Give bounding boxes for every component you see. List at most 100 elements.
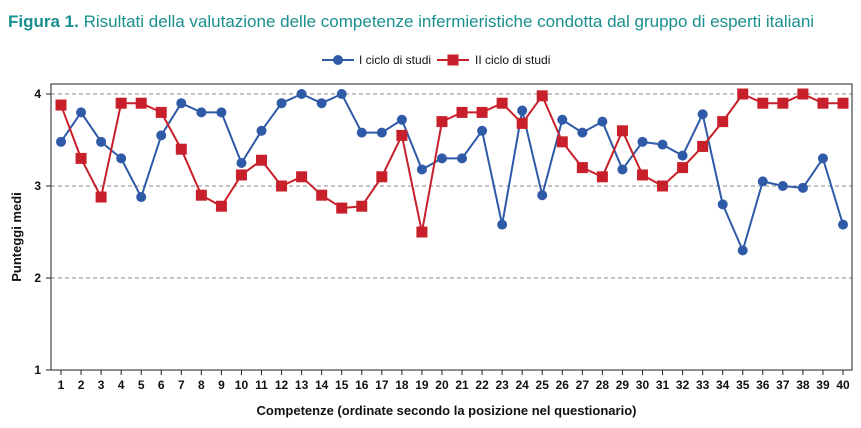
- x-axis-title: Competenze (ordinate secondo la posizion…: [257, 403, 637, 418]
- data-point: [236, 158, 247, 168]
- x-tick-label: 34: [716, 378, 730, 392]
- data-point: [557, 114, 568, 125]
- x-tick-label: 13: [295, 378, 309, 392]
- legend-item-2: II ciclo di studi: [437, 53, 550, 67]
- plot-frame: [50, 83, 853, 371]
- data-point: [235, 169, 247, 181]
- figure-title: Risultati della valutazione delle compet…: [83, 12, 815, 31]
- data-point: [55, 99, 67, 111]
- x-tick-label: 8: [198, 378, 205, 392]
- x-tick-label: 17: [375, 378, 389, 392]
- data-point: [216, 107, 227, 118]
- data-point: [176, 98, 187, 109]
- data-point: [817, 97, 829, 109]
- legend-marker: [333, 55, 343, 65]
- x-tick-label: 28: [596, 378, 610, 392]
- data-point: [577, 127, 588, 138]
- x-tick-label: 18: [395, 378, 409, 392]
- data-point: [336, 89, 347, 99]
- data-point: [597, 116, 608, 127]
- data-point: [416, 226, 428, 238]
- data-point: [316, 98, 327, 109]
- x-tick-label: 1: [58, 378, 65, 392]
- data-point: [496, 97, 508, 109]
- series-line: [60, 93, 844, 252]
- legend-marker: [447, 54, 459, 66]
- x-tick-label: 22: [475, 378, 489, 392]
- data-point: [116, 153, 127, 164]
- data-point: [517, 105, 528, 116]
- data-point: [757, 97, 769, 109]
- x-tick-label: 25: [536, 378, 550, 392]
- data-point: [476, 106, 488, 118]
- data-point: [135, 97, 147, 109]
- x-tick-label: 29: [616, 378, 630, 392]
- data-point: [797, 182, 808, 193]
- x-tick-label: 7: [178, 378, 185, 392]
- data-point: [576, 162, 588, 174]
- x-tick-label: 6: [158, 378, 165, 392]
- data-point: [697, 109, 708, 120]
- x-tick-label: 36: [756, 378, 770, 392]
- data-point: [276, 180, 288, 192]
- x-tick-label: 23: [495, 378, 509, 392]
- data-point: [456, 106, 468, 118]
- data-point: [256, 125, 267, 136]
- x-tick-label: 9: [218, 378, 225, 392]
- data-point: [76, 107, 87, 118]
- data-point: [155, 106, 167, 118]
- x-tick-label: 21: [455, 378, 469, 392]
- x-tick-label: 39: [816, 378, 830, 392]
- legend-label: I ciclo di studi: [359, 53, 431, 67]
- data-point: [296, 171, 308, 183]
- series-line: [60, 93, 843, 233]
- data-point: [616, 125, 628, 137]
- data-point: [276, 98, 287, 109]
- x-tick-label: 12: [275, 378, 289, 392]
- x-tick-label: 4: [118, 378, 125, 392]
- data-point: [215, 200, 227, 212]
- x-tick-label: 35: [736, 378, 750, 392]
- grid-lines: [51, 93, 852, 279]
- data-point: [697, 140, 709, 152]
- x-tick-label: 24: [515, 378, 529, 392]
- data-point: [797, 88, 809, 100]
- data-point: [256, 154, 268, 166]
- x-tick-label: 33: [696, 378, 710, 392]
- data-point: [838, 219, 848, 230]
- data-point: [556, 136, 568, 148]
- x-tick-label: 14: [315, 378, 329, 392]
- y-tick-label: 2: [34, 271, 41, 285]
- x-tick-label: 31: [656, 378, 670, 392]
- data-point: [817, 153, 828, 164]
- x-tick-label: 27: [576, 378, 590, 392]
- x-tick-label: 37: [776, 378, 790, 392]
- data-point: [477, 125, 488, 136]
- data-point: [175, 143, 187, 155]
- x-tick-label: 38: [796, 378, 810, 392]
- data-point: [837, 97, 849, 109]
- data-point: [136, 192, 147, 203]
- x-tick-label: 20: [435, 378, 449, 392]
- data-point: [436, 116, 448, 128]
- data-point: [75, 152, 87, 164]
- data-point: [436, 153, 447, 164]
- data-point: [757, 176, 768, 187]
- data-point: [196, 107, 207, 118]
- data-point: [657, 139, 668, 150]
- legend-item-1: I ciclo di studi: [322, 53, 431, 67]
- x-tick-label: 5: [138, 378, 145, 392]
- data-point: [156, 130, 167, 141]
- y-axis-title: Punteggi medi: [9, 192, 24, 282]
- data-point: [376, 127, 387, 138]
- x-tick-label: 16: [355, 378, 369, 392]
- data-point: [296, 89, 307, 99]
- data-point: [95, 191, 107, 203]
- data-point: [115, 97, 127, 109]
- data-point: [396, 114, 407, 125]
- x-tick-label: 2: [78, 378, 85, 392]
- legend-label: II ciclo di studi: [475, 53, 550, 67]
- data-point: [617, 164, 628, 175]
- data-point: [717, 199, 728, 210]
